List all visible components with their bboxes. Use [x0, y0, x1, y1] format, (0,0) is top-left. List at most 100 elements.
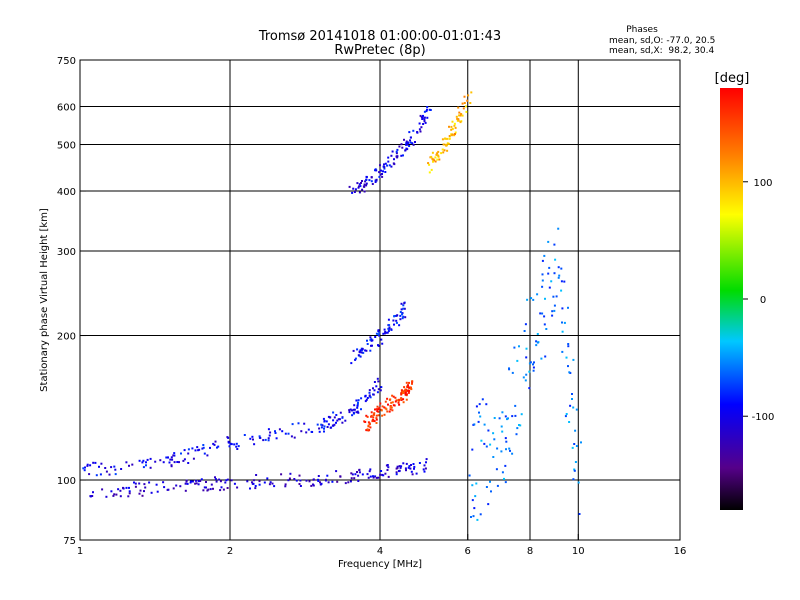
data-point — [432, 160, 434, 163]
data-point — [149, 466, 152, 469]
data-point — [267, 428, 270, 431]
data-point — [469, 102, 472, 104]
data-point — [262, 439, 265, 442]
data-point — [391, 409, 394, 412]
data-point — [364, 395, 367, 398]
data-point — [377, 408, 380, 411]
data-point — [384, 162, 387, 165]
data-point — [362, 351, 365, 354]
data-point — [189, 481, 192, 484]
data-point — [364, 349, 367, 352]
data-point — [525, 347, 528, 350]
data-point — [436, 158, 439, 161]
data-point — [187, 452, 190, 455]
data-point — [535, 340, 538, 343]
data-point — [514, 404, 517, 407]
data-point — [339, 411, 342, 414]
data-point — [401, 313, 403, 316]
data-point — [536, 333, 539, 335]
data-point — [573, 469, 576, 472]
data-point — [128, 492, 131, 495]
data-point — [360, 397, 363, 400]
data-point — [477, 420, 480, 423]
data-point — [481, 398, 484, 401]
data-point — [404, 149, 407, 152]
data-point — [354, 473, 357, 476]
data-point — [366, 415, 369, 418]
data-point — [407, 142, 410, 145]
data-point — [487, 503, 490, 506]
data-point — [409, 136, 412, 139]
data-point — [365, 175, 368, 178]
data-point — [404, 467, 407, 470]
data-point — [516, 359, 519, 362]
data-point — [545, 328, 548, 330]
data-point — [514, 414, 517, 417]
data-point — [501, 471, 504, 474]
data-point — [386, 397, 389, 400]
data-point — [355, 399, 358, 402]
data-point — [258, 435, 261, 438]
data-point — [142, 466, 145, 469]
data-point — [572, 406, 575, 409]
data-point — [569, 404, 572, 407]
data-point — [388, 326, 391, 329]
data-point — [312, 484, 315, 487]
data-point — [133, 481, 135, 484]
data-point — [390, 154, 393, 157]
data-point — [478, 411, 480, 414]
data-point — [225, 479, 228, 482]
data-point — [456, 119, 459, 122]
data-point — [145, 461, 147, 464]
data-point — [337, 418, 340, 421]
data-point — [187, 462, 190, 464]
data-point — [148, 481, 151, 484]
data-point — [518, 424, 520, 426]
data-point — [359, 185, 362, 188]
data-point — [328, 416, 331, 419]
x-tick-label: 1 — [77, 546, 83, 557]
data-point — [448, 125, 450, 128]
data-point — [325, 420, 328, 423]
y-tick-label: 300 — [57, 247, 76, 258]
data-point — [503, 477, 505, 480]
data-point — [308, 480, 311, 483]
data-point — [202, 446, 205, 449]
data-point — [374, 408, 376, 411]
data-point — [448, 135, 451, 137]
data-point — [115, 493, 118, 496]
data-point — [317, 475, 320, 477]
data-point — [217, 445, 220, 448]
data-point — [356, 403, 359, 406]
data-point — [529, 361, 532, 364]
data-point — [395, 473, 398, 476]
data-point — [505, 448, 507, 451]
data-point — [532, 363, 534, 366]
data-point — [446, 137, 449, 140]
data-point — [354, 188, 357, 191]
data-point — [280, 473, 283, 476]
data-point — [561, 330, 564, 333]
data-point — [372, 387, 374, 390]
data-point — [91, 495, 94, 497]
data-point — [359, 349, 362, 352]
axis-ticks: 1 2 4 6 8 10 16 75 100 200 300 400 500 600 750 — [57, 56, 686, 557]
data-point — [348, 409, 351, 412]
x-tick-label: 2 — [227, 546, 233, 557]
data-point — [227, 441, 230, 444]
data-point — [567, 365, 569, 368]
data-point — [182, 459, 185, 462]
data-point — [444, 137, 447, 140]
data-point — [230, 479, 233, 482]
data-point — [252, 482, 255, 485]
data-point — [478, 403, 481, 406]
data-point — [358, 191, 361, 194]
data-point — [360, 408, 362, 411]
data-point — [169, 458, 172, 461]
data-point — [551, 310, 554, 313]
data-point — [357, 480, 360, 482]
data-point — [391, 401, 394, 404]
data-point — [288, 477, 291, 480]
data-point — [422, 123, 425, 125]
data-point — [184, 482, 187, 485]
